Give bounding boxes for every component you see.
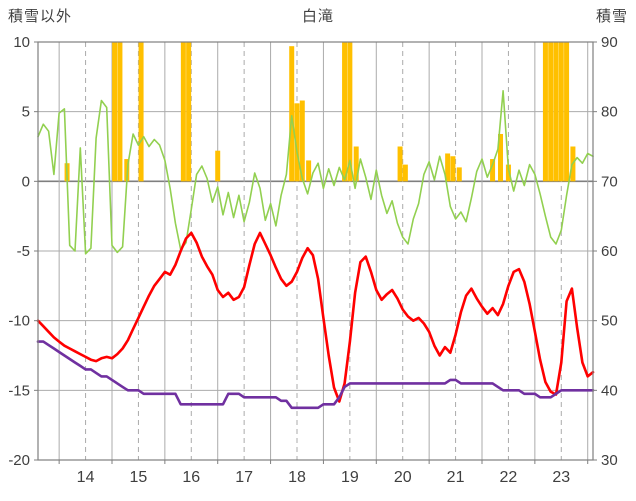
snowfall-bar bbox=[186, 42, 192, 182]
right-axis-tick-label: 40 bbox=[601, 382, 618, 399]
snowfall-bar bbox=[498, 133, 503, 182]
snowfall-bar bbox=[342, 42, 348, 182]
right-axis-tick-label: 60 bbox=[601, 243, 618, 260]
series-red bbox=[36, 231, 595, 403]
snowfall-bar bbox=[564, 42, 570, 182]
left-axis-title: 積雪以外 bbox=[8, 8, 73, 25]
x-axis-day-label: 21 bbox=[447, 469, 465, 486]
left-axis-tick-label: -20 bbox=[8, 452, 30, 469]
right-axis-tick-label: 30 bbox=[601, 452, 618, 469]
x-axis-day-label: 16 bbox=[182, 469, 200, 486]
snowfall-bar bbox=[353, 146, 359, 182]
snowfall-bar bbox=[450, 156, 456, 182]
snowfall-bar bbox=[117, 42, 123, 182]
x-axis-day-label: 22 bbox=[500, 469, 518, 486]
snowfall-bar bbox=[138, 42, 144, 182]
right-axis-tick-label: 90 bbox=[601, 34, 618, 51]
left-axis-tick-label: 0 bbox=[22, 173, 30, 190]
snowfall-bar bbox=[553, 42, 559, 182]
snowfall-bar bbox=[456, 167, 462, 182]
right-axis-title: 積雪 bbox=[595, 8, 628, 25]
x-axis-day-label: 20 bbox=[394, 469, 412, 486]
snowfall-bar bbox=[445, 153, 451, 182]
x-axis-day-label: 17 bbox=[235, 469, 253, 486]
snowfall-bar bbox=[542, 42, 548, 182]
snowfall-bar bbox=[558, 42, 564, 182]
left-axis-tick-label: -5 bbox=[17, 243, 30, 260]
snowfall-bar bbox=[402, 164, 408, 182]
snowfall-bar bbox=[490, 159, 496, 182]
snowfall-bar bbox=[112, 42, 118, 182]
left-axis-tick-label: 5 bbox=[22, 104, 30, 121]
snowfall-bar bbox=[180, 42, 186, 182]
x-axis-day-label: 18 bbox=[288, 469, 306, 486]
snowfall-bar bbox=[306, 160, 312, 182]
x-axis-day-label: 15 bbox=[130, 469, 148, 486]
right-axis-tick-label: 80 bbox=[601, 104, 618, 121]
snowfall-bar bbox=[294, 103, 300, 182]
series-green bbox=[37, 90, 594, 255]
snowfall-bar bbox=[397, 146, 403, 182]
snowfall-bar bbox=[548, 42, 554, 182]
series-purple-snow-depth bbox=[36, 340, 595, 410]
left-axis-tick-label: -10 bbox=[8, 313, 30, 330]
x-axis-day-label: 23 bbox=[552, 469, 570, 486]
snowfall-bar bbox=[299, 100, 305, 182]
snowfall-bar bbox=[505, 164, 511, 182]
left-axis-tick-label: -15 bbox=[8, 382, 30, 399]
right-axis-tick-label: 50 bbox=[601, 313, 618, 330]
right-axis-tick-label: 70 bbox=[601, 173, 618, 190]
snowfall-bar bbox=[215, 150, 221, 182]
snowfall-bar bbox=[347, 42, 353, 182]
x-axis-day-label: 14 bbox=[77, 469, 95, 486]
left-axis-tick-label: 10 bbox=[13, 34, 30, 51]
snowfall-bar bbox=[289, 46, 295, 182]
x-axis-day-label: 19 bbox=[341, 469, 359, 486]
